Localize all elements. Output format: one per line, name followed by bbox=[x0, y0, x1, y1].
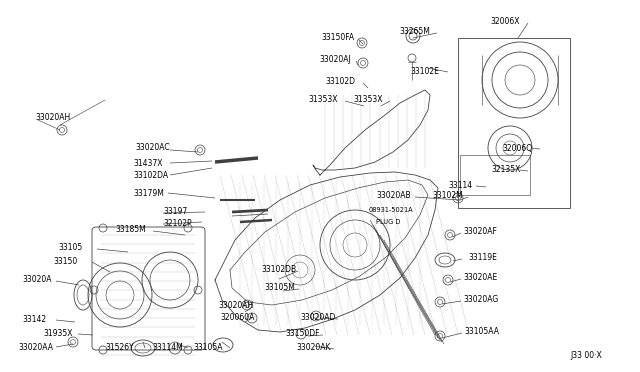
Text: 33105: 33105 bbox=[58, 244, 83, 253]
Text: 33020A: 33020A bbox=[22, 276, 51, 285]
Text: 33020AJ: 33020AJ bbox=[319, 55, 351, 64]
Text: 33020AB: 33020AB bbox=[376, 192, 411, 201]
Text: 33114M: 33114M bbox=[152, 343, 183, 352]
Text: 32006X: 32006X bbox=[490, 17, 520, 26]
Text: 33020AC: 33020AC bbox=[135, 144, 170, 153]
Text: 33102M: 33102M bbox=[432, 192, 463, 201]
Text: 32135X: 32135X bbox=[491, 166, 520, 174]
Text: 33020AE: 33020AE bbox=[463, 273, 497, 282]
Text: 33020AA: 33020AA bbox=[18, 343, 53, 352]
Text: 32006Q: 32006Q bbox=[502, 144, 532, 153]
Bar bbox=[458, 38, 570, 208]
Text: J33 00·X: J33 00·X bbox=[570, 352, 602, 360]
Text: 33150FA: 33150FA bbox=[321, 33, 354, 42]
Text: 33150DF: 33150DF bbox=[285, 330, 319, 339]
Text: 33197: 33197 bbox=[163, 208, 188, 217]
Text: 33020AK: 33020AK bbox=[296, 343, 330, 353]
Text: 08931-5021A: 08931-5021A bbox=[369, 207, 413, 213]
Text: 31526Y: 31526Y bbox=[105, 343, 134, 352]
Text: 32102P: 32102P bbox=[163, 219, 191, 228]
Text: 320060A: 320060A bbox=[220, 312, 254, 321]
Text: 31935X: 31935X bbox=[43, 328, 72, 337]
Text: 31353X: 31353X bbox=[308, 96, 337, 105]
Text: 33020AF: 33020AF bbox=[463, 228, 497, 237]
Text: 33102DB: 33102DB bbox=[261, 266, 296, 275]
Text: 33020AD: 33020AD bbox=[300, 314, 335, 323]
Bar bbox=[460, 155, 530, 195]
Text: 31437X: 31437X bbox=[133, 158, 163, 167]
Text: 33105M: 33105M bbox=[264, 283, 295, 292]
Text: 33105A: 33105A bbox=[193, 343, 223, 352]
Text: 33114: 33114 bbox=[448, 182, 472, 190]
Text: PLUG D: PLUG D bbox=[376, 219, 401, 225]
Text: 33020AG: 33020AG bbox=[463, 295, 499, 305]
Text: 33102DA: 33102DA bbox=[133, 170, 168, 180]
Text: 33020AH: 33020AH bbox=[218, 301, 253, 310]
Text: 33020AH: 33020AH bbox=[35, 113, 70, 122]
Text: 33142: 33142 bbox=[22, 315, 46, 324]
Text: 33150: 33150 bbox=[53, 257, 77, 266]
Text: 31353X: 31353X bbox=[353, 96, 383, 105]
Text: 33179M: 33179M bbox=[133, 189, 164, 198]
Text: 33102E: 33102E bbox=[410, 67, 439, 77]
Text: 33102D: 33102D bbox=[325, 77, 355, 87]
Text: 33105AA: 33105AA bbox=[464, 327, 499, 337]
Text: 33119E: 33119E bbox=[468, 253, 497, 263]
Text: 33185M: 33185M bbox=[115, 225, 146, 234]
Text: 33265M: 33265M bbox=[399, 28, 430, 36]
